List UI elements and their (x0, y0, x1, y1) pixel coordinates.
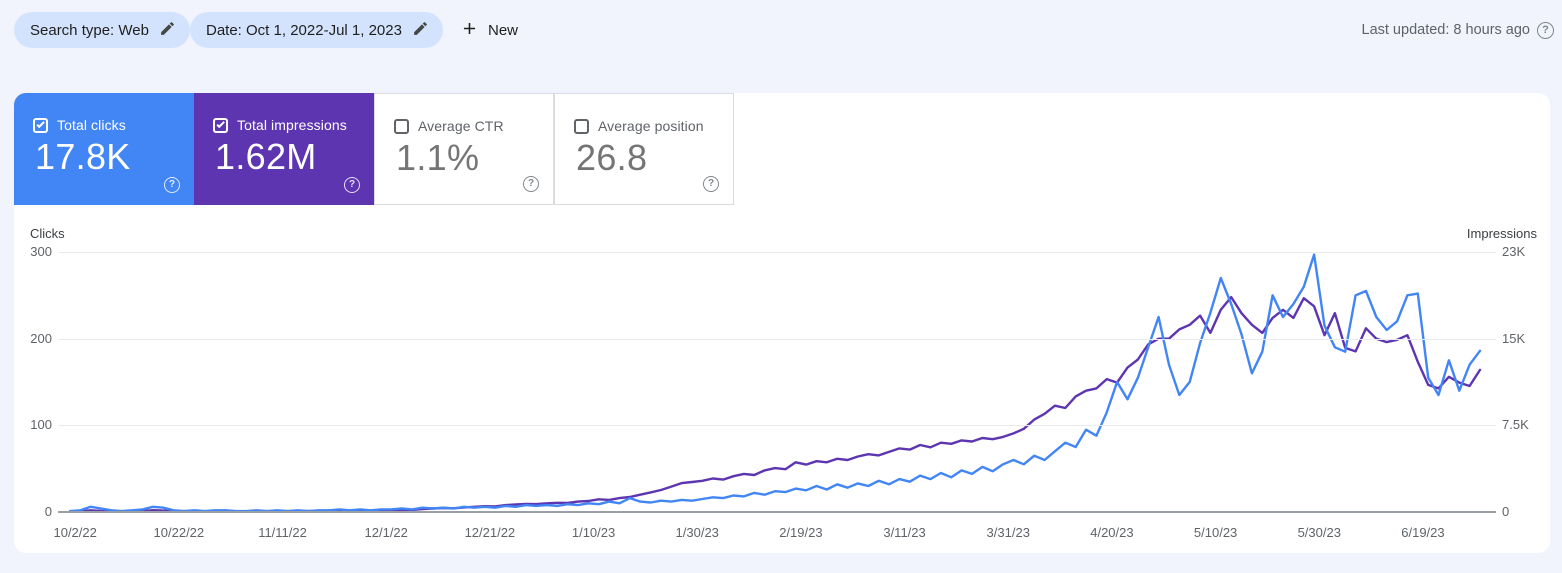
average-position-label: Average position (598, 118, 704, 134)
help-icon[interactable]: ? (344, 177, 360, 193)
help-icon[interactable]: ? (164, 177, 180, 193)
total-clicks-label: Total clicks (57, 117, 126, 133)
total-impressions-value: 1.62M (215, 136, 317, 177)
average-ctr-card[interactable]: Average CTR 1.1% ? (374, 93, 554, 205)
help-icon[interactable]: ? (703, 176, 719, 192)
edit-icon (412, 20, 429, 41)
average-position-card[interactable]: Average position 26.8 ? (554, 93, 734, 205)
total-impressions-label: Total impressions (237, 117, 347, 133)
clicks-line (68, 253, 1482, 513)
performance-panel: Total clicks 17.8K ? Total impressions 1… (14, 93, 1550, 553)
impressions-line (68, 295, 1482, 513)
help-icon[interactable]: ? (1537, 21, 1554, 39)
help-icon[interactable]: ? (523, 176, 539, 192)
average-position-value: 26.8 (576, 137, 648, 178)
average-ctr-value: 1.1% (396, 137, 480, 178)
total-clicks-card[interactable]: Total clicks 17.8K ? (14, 93, 194, 205)
search-type-chip[interactable]: Search type: Web (14, 12, 190, 48)
average-ctr-label: Average CTR (418, 118, 504, 134)
average-position-checkbox[interactable] (574, 118, 589, 134)
new-filter-label: New (488, 21, 519, 39)
date-range-chip[interactable]: Date: Oct 1, 2022-Jul 1, 2023 (190, 12, 443, 48)
chart-plot-area[interactable] (66, 250, 1482, 514)
search-type-chip-label: Search type: Web (30, 21, 149, 39)
total-impressions-card[interactable]: Total impressions 1.62M ? (194, 93, 374, 205)
last-updated-text: Last updated: 8 hours ago (1361, 22, 1531, 38)
average-ctr-checkbox[interactable] (394, 118, 409, 134)
edit-icon (159, 20, 176, 41)
last-updated-status: Last updated: 8 hours ago ? (1361, 12, 1554, 48)
plus-icon (460, 19, 479, 42)
total-impressions-checkbox[interactable] (213, 117, 228, 133)
total-clicks-value: 17.8K (35, 136, 131, 177)
date-range-chip-label: Date: Oct 1, 2022-Jul 1, 2023 (206, 21, 402, 39)
check-icon (35, 119, 45, 129)
check-icon (215, 119, 225, 129)
new-filter-button[interactable]: New (450, 12, 528, 48)
total-clicks-checkbox[interactable] (33, 117, 48, 133)
